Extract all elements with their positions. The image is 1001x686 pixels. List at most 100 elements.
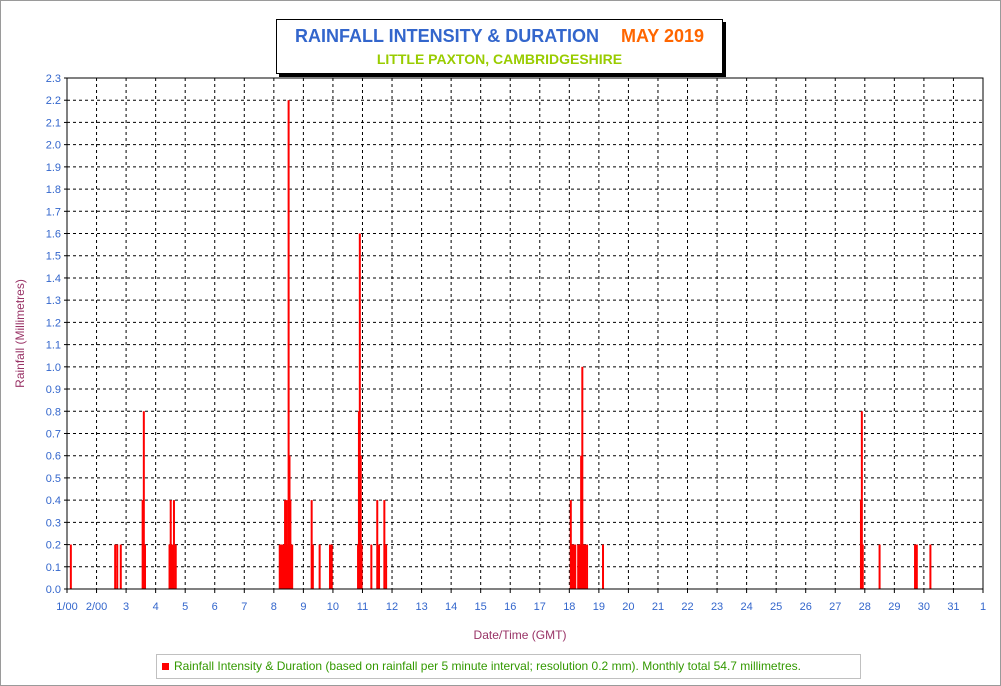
y-tick-label: 1.1: [46, 340, 61, 352]
rain-bar: [569, 500, 572, 589]
y-tick-label: 1.2: [46, 317, 61, 329]
rain-bar: [311, 544, 314, 589]
x-tick-label: 4: [153, 601, 159, 613]
x-tick-label: 15: [475, 601, 487, 613]
y-tick-label: 0.7: [46, 428, 61, 440]
rain-bar: [929, 544, 932, 589]
grid: [67, 78, 983, 589]
x-tick-label: 6: [212, 601, 218, 613]
rain-bar: [878, 544, 881, 589]
legend-text: Rainfall Intensity & Duration (based on …: [174, 659, 801, 673]
y-tick-label: 0.0: [46, 584, 61, 596]
y-tick-label: 1.6: [46, 229, 61, 241]
rain-bar: [385, 544, 388, 589]
rain-bar: [376, 500, 379, 589]
y-tick-label: 1.8: [46, 184, 61, 196]
x-tick-label: 5: [182, 601, 188, 613]
x-tick-label: 2/00: [86, 601, 107, 613]
x-tick-label: 10: [327, 601, 339, 613]
x-tick-label: 30: [918, 601, 930, 613]
y-tick-label: 0.1: [46, 562, 61, 574]
x-tick-label: 28: [859, 601, 871, 613]
rain-bar: [577, 544, 580, 589]
y-tick-label: 1.0: [46, 362, 61, 374]
y-tick-label: 0.9: [46, 384, 61, 396]
rain-bar: [284, 500, 287, 589]
y-axis-label: Rainfall (Millimetres): [13, 279, 27, 388]
x-tick-label: 9: [300, 601, 306, 613]
rain-bar: [581, 366, 584, 589]
x-tick-label: 12: [386, 601, 398, 613]
y-tick-label: 1.3: [46, 295, 61, 307]
rain-bar: [584, 544, 587, 589]
x-tick-label: 8: [271, 601, 277, 613]
chart-location: LITTLE PAXTON, CAMBRIDGESHIRE: [376, 51, 623, 67]
rain-bar: [171, 544, 174, 589]
x-tick-label: 1: [980, 601, 986, 613]
x-tick-label: 24: [740, 601, 752, 613]
y-tick-label: 2.0: [46, 140, 61, 152]
rain-bar: [144, 544, 147, 589]
y-tick-label: 0.5: [46, 473, 61, 485]
y-tick-label: 2.1: [46, 117, 61, 129]
rain-bar: [114, 544, 117, 589]
rain-bar: [378, 544, 381, 589]
x-tick-label: 20: [622, 601, 634, 613]
x-tick-label: 21: [652, 601, 664, 613]
rain-bar: [174, 544, 177, 589]
x-tick-label: 1/00: [56, 601, 77, 613]
y-tick-labels: 0.0 0.1 0.2 0.3 0.4 0.5 0.6 0.7 0.8 0.9 1.0 1.1 1.2 1…: [46, 73, 67, 596]
y-tick-label: 1.7: [46, 206, 61, 218]
rain-bar: [578, 544, 581, 589]
y-tick-label: 2.3: [46, 73, 61, 85]
bars: [69, 100, 932, 590]
y-tick-label: 1.5: [46, 251, 61, 263]
x-tick-label: 26: [800, 601, 812, 613]
rain-bar: [860, 411, 863, 589]
y-tick-label: 1.9: [46, 162, 61, 174]
rain-bar: [914, 544, 917, 589]
x-tick-label: 23: [711, 601, 723, 613]
rain-bar: [330, 544, 333, 589]
y-tick-label: 0.6: [46, 451, 61, 463]
rain-bar: [287, 100, 290, 589]
x-tick-label: 17: [534, 601, 546, 613]
rain-bar: [580, 455, 583, 589]
plot-area-border: [66, 77, 984, 590]
y-tick-label: 0.4: [46, 495, 61, 507]
rain-bar: [141, 500, 144, 589]
rain-bar: [915, 544, 918, 589]
rain-bar: [291, 544, 294, 589]
rain-bar: [370, 544, 373, 589]
rain-bar: [586, 544, 589, 589]
y-tick-label: 1.4: [46, 273, 61, 285]
legend: Rainfall Intensity & Duration (based on …: [156, 654, 861, 679]
x-tick-label: 13: [415, 601, 427, 613]
x-tick-label: 22: [681, 601, 693, 613]
x-tick-label: 25: [770, 601, 782, 613]
rain-bar: [360, 544, 363, 589]
chart-month: MAY 2019: [620, 26, 705, 46]
x-tick-label: 27: [829, 601, 841, 613]
rain-bar: [168, 544, 171, 589]
rain-bar: [383, 500, 386, 589]
x-tick-labels: 1/00 2/00 3 4 5 6 7 8 9 10 11 12 13 14 15 16 17 18 19 20 21 2…: [56, 589, 986, 613]
x-tick-label: 29: [888, 601, 900, 613]
rain-bar: [358, 233, 361, 590]
chart-title: RAINFALL INTENSITY & DURATION: [294, 26, 599, 46]
rain-bar: [172, 500, 175, 589]
rain-bar: [359, 455, 362, 589]
y-tick-label: 0.2: [46, 540, 61, 552]
y-tick-label: 2.2: [46, 95, 61, 107]
chart-title-box: RAINFALL INTENSITY & DURATION MAY 2019 LI…: [276, 19, 723, 74]
rain-bar: [289, 500, 292, 589]
rain-bar: [310, 500, 313, 589]
rain-bar: [328, 544, 331, 589]
chart-title-line: RAINFALL INTENSITY & DURATION MAY 2019: [277, 26, 722, 47]
x-tick-label: 19: [593, 601, 605, 613]
x-tick-label: 11: [357, 601, 368, 613]
x-tick-label: 31: [947, 601, 959, 613]
rain-bar: [861, 544, 864, 589]
rain-bar: [285, 500, 288, 589]
